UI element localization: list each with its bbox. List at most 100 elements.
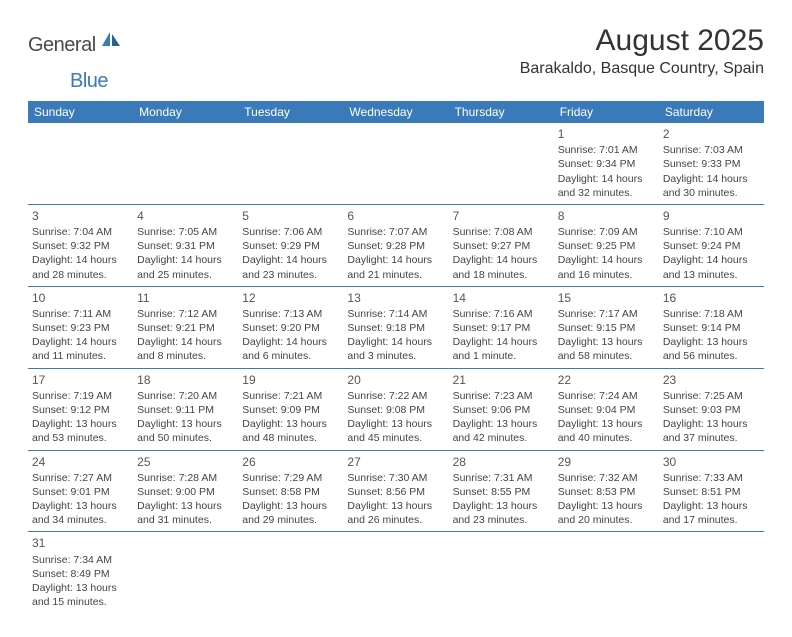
calendar-cell: 30Sunrise: 7:33 AMSunset: 8:51 PMDayligh… [659,450,764,532]
sunrise-text: Sunrise: 7:25 AM [663,389,760,403]
daylight-text: Daylight: 14 hours and 21 minutes. [347,253,444,281]
day-number: 4 [137,208,234,224]
sunrise-text: Sunrise: 7:30 AM [347,471,444,485]
day-number: 17 [32,372,129,388]
day-number: 19 [242,372,339,388]
sunrise-text: Sunrise: 7:24 AM [558,389,655,403]
day-number: 21 [453,372,550,388]
daylight-text: Daylight: 14 hours and 11 minutes. [32,335,129,363]
daylight-text: Daylight: 13 hours and 58 minutes. [558,335,655,363]
sunset-text: Sunset: 9:09 PM [242,403,339,417]
sunrise-text: Sunrise: 7:27 AM [32,471,129,485]
daylight-text: Daylight: 13 hours and 17 minutes. [663,499,760,527]
daylight-text: Daylight: 13 hours and 48 minutes. [242,417,339,445]
calendar-cell: 21Sunrise: 7:23 AMSunset: 9:06 PMDayligh… [449,368,554,450]
calendar-cell: 26Sunrise: 7:29 AMSunset: 8:58 PMDayligh… [238,450,343,532]
sunrise-text: Sunrise: 7:04 AM [32,225,129,239]
daylight-text: Daylight: 13 hours and 31 minutes. [137,499,234,527]
sunset-text: Sunset: 9:23 PM [32,321,129,335]
col-wednesday: Wednesday [343,101,448,123]
sunset-text: Sunset: 9:32 PM [32,239,129,253]
sunset-text: Sunset: 9:06 PM [453,403,550,417]
calendar-cell: 16Sunrise: 7:18 AMSunset: 9:14 PMDayligh… [659,286,764,368]
calendar-cell [659,532,764,613]
calendar-cell: 3Sunrise: 7:04 AMSunset: 9:32 PMDaylight… [28,204,133,286]
daylight-text: Daylight: 14 hours and 28 minutes. [32,253,129,281]
col-friday: Friday [554,101,659,123]
calendar-cell [28,123,133,204]
sunset-text: Sunset: 8:58 PM [242,485,339,499]
daylight-text: Daylight: 13 hours and 40 minutes. [558,417,655,445]
calendar-cell [133,532,238,613]
day-number: 5 [242,208,339,224]
daylight-text: Daylight: 13 hours and 15 minutes. [32,581,129,609]
sunrise-text: Sunrise: 7:05 AM [137,225,234,239]
sunset-text: Sunset: 8:56 PM [347,485,444,499]
calendar-cell: 28Sunrise: 7:31 AMSunset: 8:55 PMDayligh… [449,450,554,532]
sunset-text: Sunset: 9:11 PM [137,403,234,417]
daylight-text: Daylight: 14 hours and 30 minutes. [663,172,760,200]
daylight-text: Daylight: 13 hours and 56 minutes. [663,335,760,363]
day-number: 1 [558,126,655,142]
sunset-text: Sunset: 8:55 PM [453,485,550,499]
sunset-text: Sunset: 9:08 PM [347,403,444,417]
sunset-text: Sunset: 9:24 PM [663,239,760,253]
daylight-text: Daylight: 13 hours and 37 minutes. [663,417,760,445]
calendar-cell: 23Sunrise: 7:25 AMSunset: 9:03 PMDayligh… [659,368,764,450]
daylight-text: Daylight: 13 hours and 53 minutes. [32,417,129,445]
sunrise-text: Sunrise: 7:29 AM [242,471,339,485]
sunrise-text: Sunrise: 7:03 AM [663,143,760,157]
day-number: 9 [663,208,760,224]
calendar-week-row: 31Sunrise: 7:34 AMSunset: 8:49 PMDayligh… [28,532,764,613]
day-number: 24 [32,454,129,470]
daylight-text: Daylight: 13 hours and 45 minutes. [347,417,444,445]
sunrise-text: Sunrise: 7:20 AM [137,389,234,403]
daylight-text: Daylight: 14 hours and 16 minutes. [558,253,655,281]
calendar-table: Sunday Monday Tuesday Wednesday Thursday… [28,101,764,613]
calendar-week-row: 3Sunrise: 7:04 AMSunset: 9:32 PMDaylight… [28,204,764,286]
calendar-cell [238,123,343,204]
sunset-text: Sunset: 8:49 PM [32,567,129,581]
sunset-text: Sunset: 9:12 PM [32,403,129,417]
calendar-cell: 18Sunrise: 7:20 AMSunset: 9:11 PMDayligh… [133,368,238,450]
calendar-cell: 9Sunrise: 7:10 AMSunset: 9:24 PMDaylight… [659,204,764,286]
calendar-cell [449,123,554,204]
sunset-text: Sunset: 8:53 PM [558,485,655,499]
day-number: 6 [347,208,444,224]
calendar-week-row: 17Sunrise: 7:19 AMSunset: 9:12 PMDayligh… [28,368,764,450]
calendar-cell: 31Sunrise: 7:34 AMSunset: 8:49 PMDayligh… [28,532,133,613]
location-text: Barakaldo, Basque Country, Spain [520,60,764,78]
sunrise-text: Sunrise: 7:12 AM [137,307,234,321]
day-number: 29 [558,454,655,470]
calendar-cell: 19Sunrise: 7:21 AMSunset: 9:09 PMDayligh… [238,368,343,450]
page-title: August 2025 [520,24,764,58]
calendar-cell: 27Sunrise: 7:30 AMSunset: 8:56 PMDayligh… [343,450,448,532]
sunrise-text: Sunrise: 7:17 AM [558,307,655,321]
calendar-cell: 5Sunrise: 7:06 AMSunset: 9:29 PMDaylight… [238,204,343,286]
calendar-cell: 29Sunrise: 7:32 AMSunset: 8:53 PMDayligh… [554,450,659,532]
daylight-text: Daylight: 14 hours and 13 minutes. [663,253,760,281]
sunset-text: Sunset: 9:34 PM [558,157,655,171]
daylight-text: Daylight: 13 hours and 26 minutes. [347,499,444,527]
calendar-cell [238,532,343,613]
sunrise-text: Sunrise: 7:08 AM [453,225,550,239]
sunrise-text: Sunrise: 7:14 AM [347,307,444,321]
day-number: 23 [663,372,760,388]
brand-logo: General [28,24,124,61]
col-sunday: Sunday [28,101,133,123]
sunrise-text: Sunrise: 7:31 AM [453,471,550,485]
sunset-text: Sunset: 9:01 PM [32,485,129,499]
day-number: 27 [347,454,444,470]
daylight-text: Daylight: 14 hours and 6 minutes. [242,335,339,363]
brand-text-general: General [28,34,96,57]
sunrise-text: Sunrise: 7:21 AM [242,389,339,403]
daylight-text: Daylight: 14 hours and 32 minutes. [558,172,655,200]
daylight-text: Daylight: 13 hours and 34 minutes. [32,499,129,527]
day-number: 2 [663,126,760,142]
calendar-cell: 14Sunrise: 7:16 AMSunset: 9:17 PMDayligh… [449,286,554,368]
calendar-header-row: Sunday Monday Tuesday Wednesday Thursday… [28,101,764,123]
calendar-week-row: 1Sunrise: 7:01 AMSunset: 9:34 PMDaylight… [28,123,764,204]
daylight-text: Daylight: 13 hours and 29 minutes. [242,499,339,527]
day-number: 26 [242,454,339,470]
calendar-cell: 11Sunrise: 7:12 AMSunset: 9:21 PMDayligh… [133,286,238,368]
